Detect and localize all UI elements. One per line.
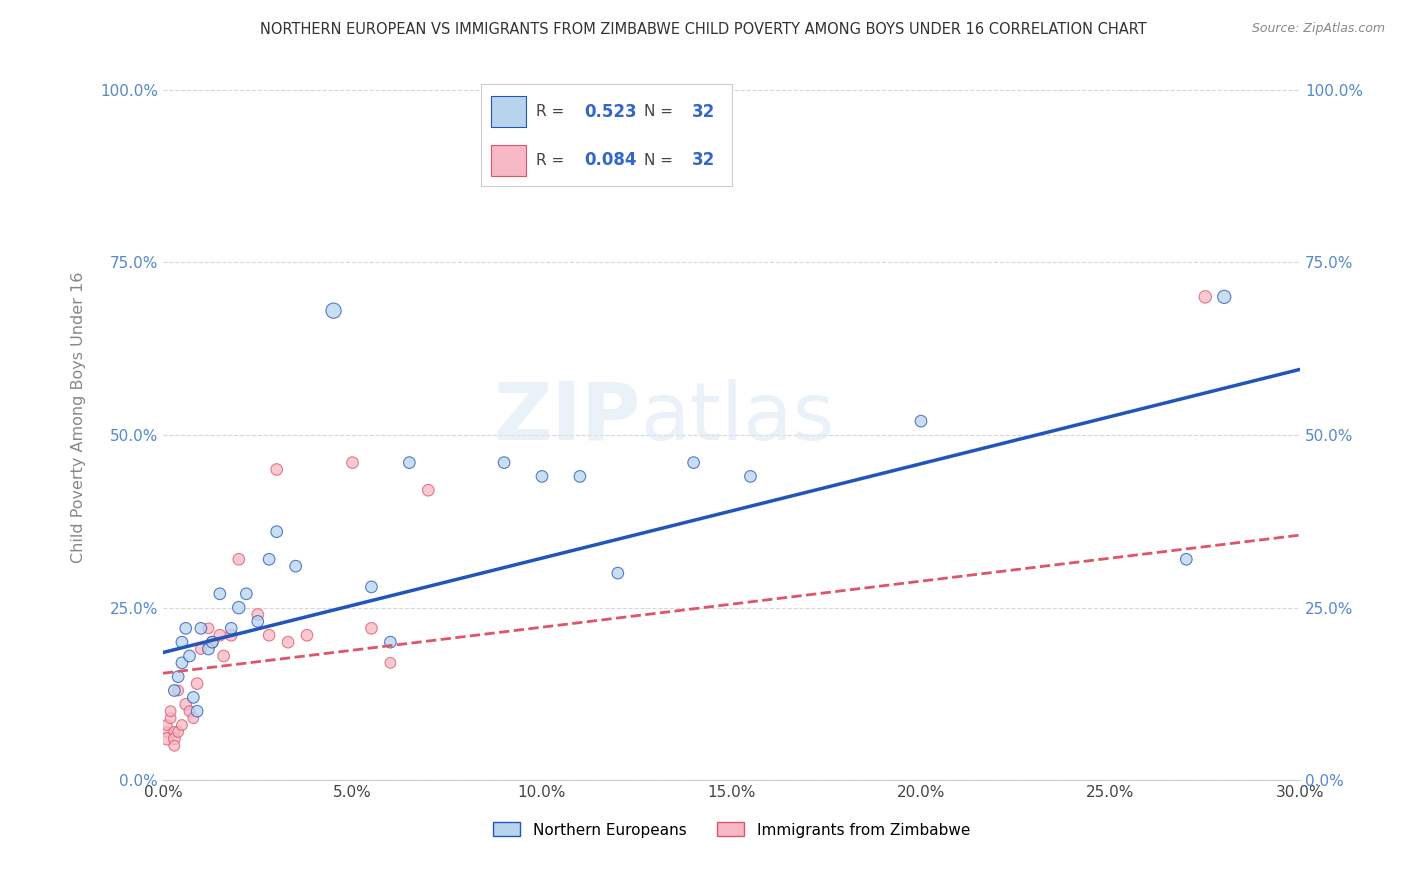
Point [342,456,364,470]
Text: NORTHERN EUROPEAN VS IMMIGRANTS FROM ZIMBABWE CHILD POVERTY AMONG BOYS UNDER 16 : NORTHERN EUROPEAN VS IMMIGRANTS FROM ZIM… [260,22,1146,37]
Point [212,648,235,663]
Text: Source: ZipAtlas.com: Source: ZipAtlas.com [1251,22,1385,36]
Point [568,469,591,483]
Point [1213,290,1236,304]
Point [257,628,280,642]
Point [190,642,212,657]
Point [380,656,402,670]
Point [197,642,219,657]
Point [219,621,242,635]
Point [181,711,204,725]
Point [235,587,257,601]
Point [740,469,762,483]
Point [910,414,932,428]
Text: atlas: atlas [641,379,835,457]
Point [156,731,179,746]
Text: ZIP: ZIP [494,379,641,457]
Point [360,621,382,635]
Point [163,683,186,698]
Point [167,725,190,739]
Point [360,580,382,594]
Point [322,303,344,318]
Point [174,621,197,635]
Point [156,718,179,732]
Point [380,635,402,649]
Point [398,456,420,470]
Point [418,483,440,498]
Point [257,552,280,566]
Point [208,628,231,642]
Point [163,739,186,753]
Point [159,704,181,718]
Point [167,670,190,684]
Point [179,704,201,718]
Point [277,635,299,649]
Y-axis label: Child Poverty Among Boys Under 16: Child Poverty Among Boys Under 16 [72,272,86,564]
Point [186,704,208,718]
Point [201,635,224,649]
Point [170,656,193,670]
Point [266,462,288,476]
Point [170,718,193,732]
Point [159,711,181,725]
Point [682,456,704,470]
Point [181,690,204,705]
Point [179,648,201,663]
Point [228,600,250,615]
Point [219,628,242,642]
Point [530,469,553,483]
Point [163,731,186,746]
Point [1194,290,1216,304]
Point [170,635,193,649]
Point [174,698,197,712]
Point [167,683,190,698]
Point [201,635,224,649]
Point [295,628,318,642]
Point [156,725,179,739]
Point [186,676,208,690]
Legend: Northern Europeans, Immigrants from Zimbabwe: Northern Europeans, Immigrants from Zimb… [485,814,977,845]
Point [1175,552,1198,566]
Point [163,725,186,739]
Point [606,566,628,580]
Point [246,615,269,629]
Point [246,607,269,622]
Point [197,621,219,635]
Point [284,559,307,574]
Point [266,524,288,539]
Point [494,456,516,470]
Point [190,621,212,635]
Point [228,552,250,566]
Point [208,587,231,601]
